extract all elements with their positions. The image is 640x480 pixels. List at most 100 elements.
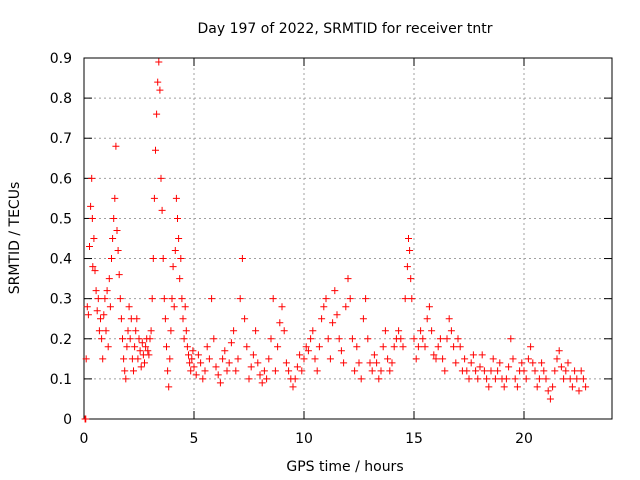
data-point <box>311 355 319 363</box>
data-point <box>137 363 145 371</box>
data-point <box>221 347 229 355</box>
data-point <box>185 351 192 359</box>
data-point <box>110 214 118 222</box>
data-point <box>417 327 425 335</box>
data-point <box>93 307 101 315</box>
data-point <box>174 214 181 222</box>
data-point <box>296 351 304 359</box>
data-point <box>384 355 392 363</box>
data-point <box>172 194 180 202</box>
data-point <box>340 359 348 367</box>
data-point <box>101 295 109 303</box>
data-point <box>329 319 337 327</box>
data-point <box>227 339 235 347</box>
data-point <box>249 351 257 359</box>
x-tick-label: 0 <box>80 431 89 447</box>
data-point <box>318 315 326 323</box>
plot-frame <box>83 57 613 420</box>
data-point <box>410 335 418 343</box>
data-point <box>243 343 251 351</box>
data-point <box>170 303 178 311</box>
data-point <box>522 375 530 383</box>
data-point <box>180 335 188 343</box>
data-point <box>214 371 222 379</box>
data-point <box>307 335 315 343</box>
data-point <box>183 343 191 351</box>
data-point <box>520 367 528 375</box>
data-point <box>203 343 211 351</box>
data-point <box>472 367 480 375</box>
data-point <box>304 347 312 355</box>
data-point <box>145 351 153 359</box>
data-point <box>577 367 585 375</box>
data-point <box>245 375 253 383</box>
data-point <box>282 359 290 367</box>
data-point <box>142 343 150 351</box>
data-point <box>483 375 491 383</box>
data-point <box>112 142 120 150</box>
data-point <box>103 287 111 295</box>
data-point <box>553 355 561 363</box>
data-point <box>182 327 190 335</box>
data-point <box>82 355 90 363</box>
data-point <box>179 315 187 323</box>
data-point <box>276 319 284 327</box>
data-point <box>368 367 376 375</box>
data-point <box>302 343 310 351</box>
data-point <box>390 343 398 351</box>
data-point <box>377 367 385 375</box>
data-point <box>280 327 288 335</box>
data-point <box>551 367 559 375</box>
y-tick-label: 0.6 <box>50 171 72 187</box>
data-point <box>509 355 517 363</box>
data-point <box>150 194 158 202</box>
data-point <box>91 267 99 275</box>
data-point <box>208 295 216 303</box>
data-point <box>149 255 157 263</box>
data-point <box>375 375 383 383</box>
data-point <box>216 379 224 387</box>
data-point <box>518 359 526 367</box>
data-point <box>194 351 202 359</box>
data-point <box>344 275 352 283</box>
data-point <box>157 174 165 182</box>
data-point <box>89 263 97 271</box>
data-point <box>531 367 539 375</box>
data-point <box>223 367 231 375</box>
data-point <box>357 375 365 383</box>
data-point <box>121 367 129 375</box>
data-point <box>189 347 197 355</box>
data-point <box>407 275 415 283</box>
data-point <box>104 343 112 351</box>
data-point <box>575 387 583 395</box>
data-point <box>405 235 412 242</box>
data-point <box>163 343 170 351</box>
x-axis-label: GPS time / hours <box>286 459 403 475</box>
data-point <box>164 367 172 375</box>
data-point <box>201 367 209 375</box>
data-point <box>335 335 343 343</box>
data-point <box>408 295 416 303</box>
data-point <box>428 327 436 335</box>
data-point <box>230 327 238 335</box>
y-tick-label: 0.9 <box>50 51 72 67</box>
x-tick-label: 15 <box>405 431 423 447</box>
data-point <box>291 375 299 383</box>
data-point <box>83 303 91 311</box>
data-point <box>119 335 126 343</box>
data-point <box>447 327 455 335</box>
data-point <box>535 375 543 383</box>
data-point <box>166 355 174 363</box>
data-point <box>212 363 220 371</box>
data-point <box>582 383 590 391</box>
data-point <box>309 327 317 335</box>
data-point <box>366 359 374 367</box>
data-point <box>95 327 103 335</box>
data-point <box>524 355 532 363</box>
data-point <box>247 363 255 371</box>
data-point <box>412 355 420 363</box>
data-point <box>271 367 279 375</box>
y-axis-label: SRMTID / TECUs <box>7 182 23 295</box>
data-point <box>549 383 557 391</box>
data-point <box>362 295 370 303</box>
